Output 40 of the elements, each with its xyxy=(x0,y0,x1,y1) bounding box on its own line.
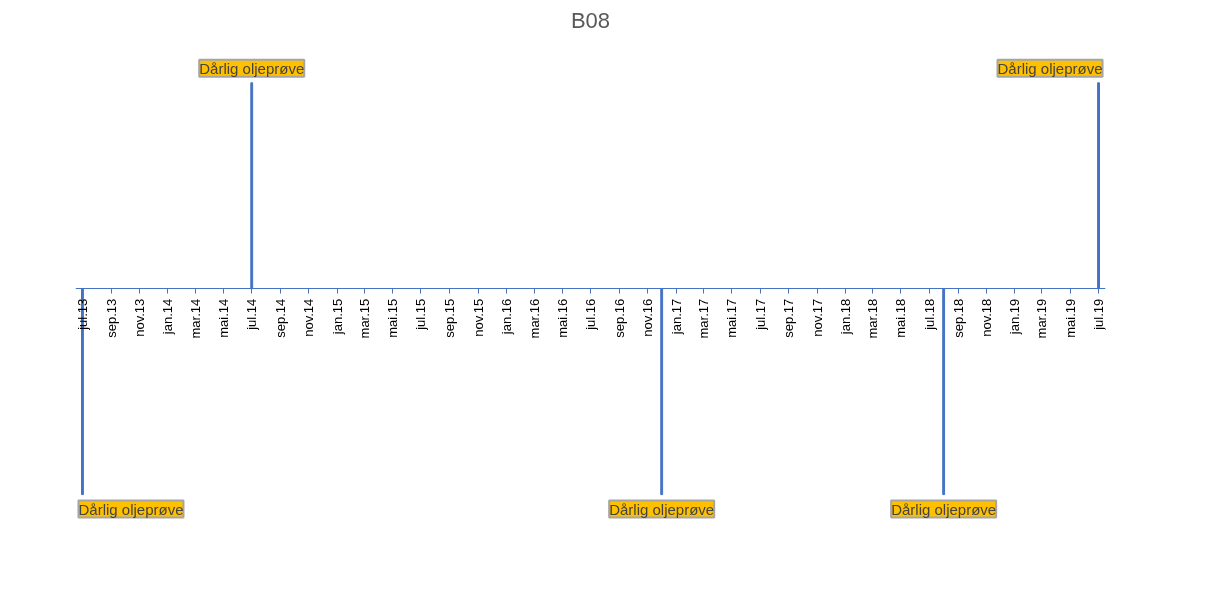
x-tick-label: sep.16 xyxy=(611,298,627,338)
x-tick-label: mai.18 xyxy=(893,298,909,338)
x-tick-label: jul.18 xyxy=(921,298,937,331)
x-tick-label: jul.16 xyxy=(583,298,599,331)
x-tick-label: jan.16 xyxy=(498,298,514,336)
annotation: Dårlig oljeprøve xyxy=(78,500,184,518)
x-tick-label: mar.15 xyxy=(356,298,372,339)
x-tick-label: jan.19 xyxy=(1007,298,1023,336)
x-tick-label: mar.17 xyxy=(695,298,711,339)
x-tick-label: nov.18 xyxy=(978,298,994,337)
x-tick-label: mai.19 xyxy=(1062,298,1078,338)
x-tick-label: sep.13 xyxy=(103,298,119,338)
x-tick-label: nov.17 xyxy=(809,298,825,337)
x-tick-label: mar.16 xyxy=(526,298,542,339)
x-tick-label: jul.17 xyxy=(752,298,768,331)
annotation: Dårlig oljeprøve xyxy=(997,59,1103,77)
x-tick-label: jul.13 xyxy=(74,298,90,331)
x-tick-label: jul.14 xyxy=(244,298,260,331)
x-tick-label: jul.19 xyxy=(1091,298,1107,331)
x-tick-label: nov.14 xyxy=(301,298,317,337)
x-tick-label: mai.14 xyxy=(215,298,231,338)
x-tick-label: mar.19 xyxy=(1034,298,1050,339)
x-tick-label: sep.15 xyxy=(442,298,458,338)
x-tick-label: jan.18 xyxy=(837,298,853,336)
x-tick-label: jan.17 xyxy=(668,298,684,336)
x-tick-label: nov.13 xyxy=(132,298,147,337)
x-tick-label: nov.15 xyxy=(470,298,486,337)
x-tick-label: sep.18 xyxy=(950,298,966,338)
x-tick-label: jan.14 xyxy=(160,298,176,336)
x-tick-label: mar.18 xyxy=(865,298,881,339)
x-tick-label: jan.15 xyxy=(329,298,345,336)
x-tick-label: mai.17 xyxy=(724,298,740,338)
x-tick-label: nov.16 xyxy=(640,298,656,337)
x-tick-label: mai.15 xyxy=(385,298,401,338)
x-tick-label: mai.16 xyxy=(554,298,570,338)
x-tick-label: mar.14 xyxy=(187,298,203,339)
x-tick-label: sep.17 xyxy=(781,298,797,338)
x-tick-label: sep.14 xyxy=(272,298,288,338)
chart-title: B08 xyxy=(570,7,611,33)
x-tick-label: jul.15 xyxy=(413,298,429,331)
